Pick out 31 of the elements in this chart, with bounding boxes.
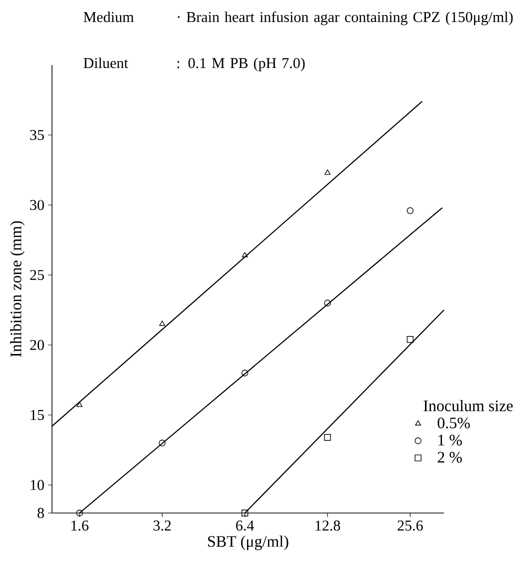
y-tick-label: 30 xyxy=(30,200,44,210)
x-tick-label: 1.6 xyxy=(71,520,88,531)
x-axis-title: SBT (μg/ml) xyxy=(208,536,288,550)
text: Medium xyxy=(84,12,134,22)
y-axis-title: Inhibition zone (mm) xyxy=(10,221,25,357)
legend-label: 1 % xyxy=(438,434,462,446)
x-tick-label: 3.2 xyxy=(154,520,171,531)
text: · Brain heart infusion agar containing CPZ (150μg/ml) xyxy=(178,11,513,26)
point xyxy=(159,320,166,326)
point xyxy=(76,510,83,516)
point xyxy=(406,207,414,214)
point xyxy=(324,300,331,306)
annotation: : 0.1 M PB (pH 7.0) xyxy=(177,58,305,72)
y-tick-label: 25 xyxy=(30,270,44,280)
x-tick-label: 12.8 xyxy=(316,520,340,531)
y-tick-label: 15 xyxy=(30,410,44,420)
point xyxy=(158,440,166,446)
point xyxy=(76,402,82,408)
legend-label: 0.5% xyxy=(438,418,470,428)
x-tick-label: 25.6 xyxy=(398,520,423,531)
y-tick-label: 20 xyxy=(30,340,44,350)
y-tick-label: 35 xyxy=(30,130,44,140)
y-tick-label: 8 xyxy=(38,508,44,518)
point xyxy=(324,169,330,175)
annotation: Diluent xyxy=(84,58,128,68)
y-tick-label: 10 xyxy=(30,480,44,490)
legend-title: Inoculum size xyxy=(424,400,513,412)
x-tick-label: 6.4 xyxy=(236,520,254,531)
point xyxy=(241,370,248,376)
legend-label: 2 % xyxy=(438,452,462,463)
point xyxy=(242,252,248,258)
